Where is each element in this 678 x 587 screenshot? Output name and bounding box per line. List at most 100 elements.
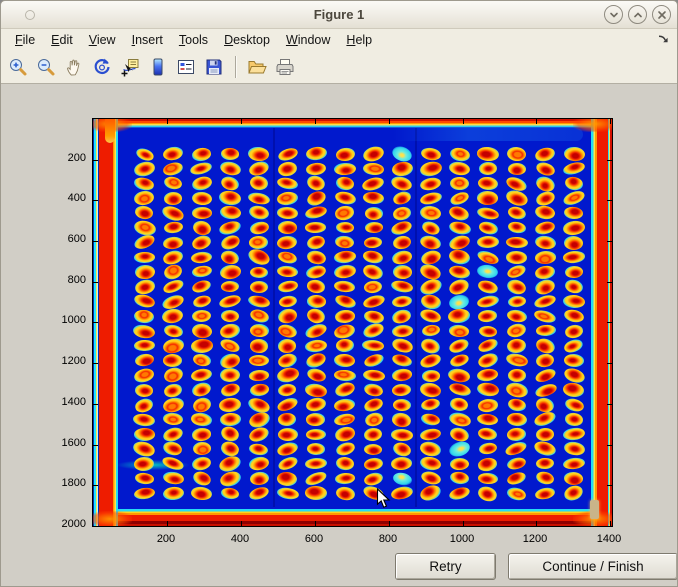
assay-spot [275,366,300,385]
retry-button[interactable]: Retry [395,553,496,580]
x-tick [241,119,242,124]
assay-spot [278,221,297,235]
assay-spot [278,338,297,354]
assay-spot [334,485,356,502]
zoom-out-button[interactable] [35,56,57,78]
assay-spot [190,233,213,252]
assay-spot [161,395,185,415]
assay-spot [247,204,270,222]
assay-spot [361,293,386,310]
assay-spot [218,159,243,178]
assay-spot [563,471,585,486]
window-menu-icon[interactable] [25,10,35,20]
assay-spot [533,277,557,297]
assay-spot [247,455,271,473]
y-tick [93,363,98,364]
assay-spot [131,439,157,459]
assay-spot [362,456,384,472]
menu-item-tools[interactable]: Tools [178,32,209,47]
maximize-button[interactable] [628,5,647,24]
scan-image[interactable] [93,119,612,526]
assay-spot [534,204,557,222]
assay-spot [248,382,269,398]
data-cursor-button[interactable] [119,56,141,78]
assay-spot [392,234,412,251]
dock-figure-icon[interactable] [657,33,670,46]
rotate-3d-button[interactable] [91,56,113,78]
y-tick [607,322,612,323]
assay-spot [447,203,471,223]
assay-spot [562,308,586,325]
y-tick [93,200,98,201]
assay-spot [563,323,584,339]
menu-item-insert[interactable]: Insert [131,32,163,47]
assay-spot [447,219,472,237]
assay-spot [505,322,528,340]
assay-spot [564,235,584,250]
assay-spot [447,292,471,311]
assay-spot [306,442,326,456]
assay-spot [133,486,156,501]
menu-item-edit[interactable]: Edit [51,32,73,47]
assay-spot [219,248,241,266]
hand-icon [67,59,80,75]
assay-spot [476,293,500,310]
x-tick-label: 800 [378,533,398,545]
menu-item-file[interactable]: File [15,32,36,47]
assay-spot [134,145,155,163]
assay-spot [362,339,385,353]
insert-colorbar-button[interactable] [147,56,169,78]
insert-legend-button[interactable] [175,56,197,78]
open-file-button[interactable] [246,56,268,78]
assay-spot [278,412,297,427]
assay-spot [476,381,500,399]
print-figure-button[interactable] [274,56,296,78]
assay-spot [134,204,155,222]
assay-spot [564,265,584,279]
y-tick [93,485,98,486]
assay-spot [419,336,442,356]
assay-spot [305,306,327,326]
assay-spot [476,264,500,280]
assay-spot [362,249,385,265]
assay-spot [447,439,472,459]
shade-button[interactable] [604,5,623,24]
y-tick-label: 1000 [61,314,86,326]
assay-spot [505,236,528,249]
assay-spot [247,484,270,502]
x-tick [463,521,464,526]
save-figure-button[interactable] [203,56,225,78]
assay-spot [189,160,214,177]
zoom-in-button[interactable] [7,56,29,78]
menu-item-help[interactable]: Help [346,32,373,47]
assay-spot [419,427,442,442]
assay-spot [418,233,443,252]
assay-spot [161,470,185,487]
menu-item-view[interactable]: View [88,32,116,47]
assay-spot [160,203,186,223]
menu-item-window[interactable]: Window [285,32,331,47]
assay-spot [504,188,530,209]
assay-spot [419,381,443,399]
assay-spot [132,218,157,237]
assay-spot [476,337,500,355]
assay-spot [305,248,327,266]
assay-spot [190,322,213,340]
menu-item-desktop[interactable]: Desktop [224,32,270,47]
assay-spot [562,160,586,177]
assay-spot [305,222,328,234]
assay-spot [276,145,299,163]
x-tick [463,119,464,124]
assay-spot [419,175,443,192]
continue-finish-button[interactable]: Continue / Finish [508,553,677,580]
y-tick [93,526,98,527]
scan-artifact-bottom-right [590,500,599,519]
close-button[interactable] [652,5,671,24]
assay-spot [361,321,386,341]
assay-spot [304,205,328,221]
assay-spot [161,439,185,459]
assay-spot [191,309,212,323]
assay-spot [363,236,383,249]
assay-spot [247,190,271,206]
pan-button[interactable] [63,56,85,78]
